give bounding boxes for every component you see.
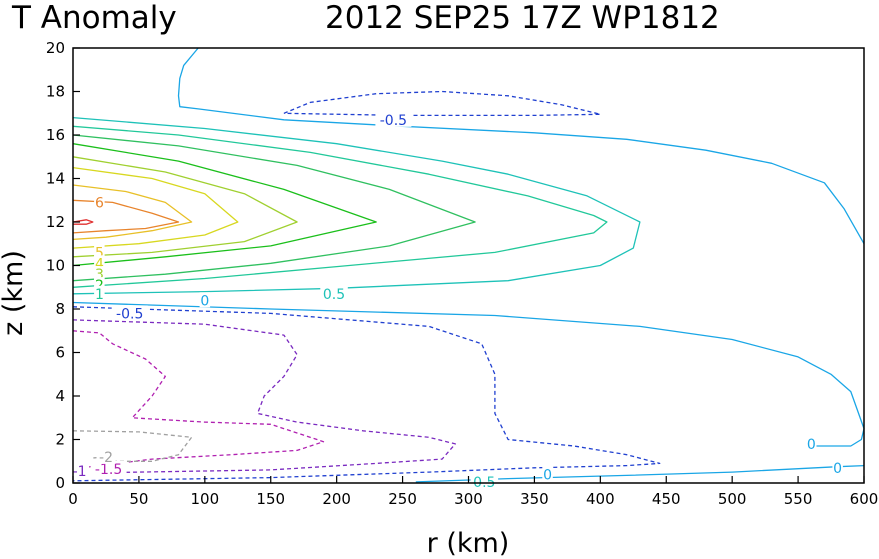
x-axis-label: r (km): [427, 528, 510, 559]
contour-1: [72, 125, 608, 288]
x-tick-label: 50: [129, 490, 148, 508]
contour-0-lower: [72, 301, 865, 447]
x-axis-ticks: 0 50 100 150 200 250 300 350 400 450 500 550 600: [68, 476, 878, 508]
x-tick-label: 350: [520, 490, 549, 508]
chart-title-left: T Anomaly: [11, 0, 177, 36]
plot-frame: [72, 47, 865, 484]
contour-5: [72, 184, 193, 241]
label-neg0.5-left: -0.5: [116, 306, 143, 322]
label-3-bg: [94, 266, 105, 282]
x-tick-label: 200: [322, 490, 351, 508]
label-0.5-mid: 0.5: [323, 287, 345, 303]
label-6-bg: [94, 194, 105, 210]
label-5: 5: [95, 245, 104, 261]
label-0.5-bottom-bg: [470, 473, 499, 489]
y-tick-label: 10: [46, 257, 65, 275]
x-tick-label: 250: [388, 490, 417, 508]
x-tick-label: 150: [256, 490, 285, 508]
contour-3: [72, 156, 298, 258]
label-neg0.5-top-bg: [375, 111, 412, 127]
label-4: 4: [95, 256, 104, 272]
x-tick-label: 600: [850, 490, 879, 508]
y-tick-label: 8: [55, 300, 65, 318]
label-neg1-left: -1: [73, 464, 87, 480]
x-tick-label: 450: [652, 490, 681, 508]
contour-neg0.5-lower: [72, 306, 661, 482]
label-1-bg: [94, 285, 105, 301]
label-1: 1: [95, 287, 104, 303]
label-0.5-mid-bg: [320, 285, 348, 301]
label-0-bottom-right: 0: [833, 461, 842, 477]
label-neg1.5-left-bg: [90, 460, 127, 476]
y-tick-label: 14: [46, 170, 65, 188]
y-tick-label: 2: [55, 431, 65, 449]
contour-1.5: [72, 134, 476, 282]
y-axis-ticks: 0 2 4 6 8 10 12 14 16 18 20: [46, 39, 80, 492]
label-neg0.5-left-bg: [111, 305, 148, 321]
label-0-bottom-bg: [542, 466, 553, 482]
label-neg1-left-bg: [70, 463, 90, 478]
contour-4: [72, 166, 239, 249]
y-tick-label: 20: [46, 39, 65, 57]
contour-neg0.5-upper: [283, 90, 601, 117]
x-tick-label: 550: [784, 490, 813, 508]
x-tick-label: 300: [454, 490, 483, 508]
label-neg0.5-top: -0.5: [380, 113, 407, 129]
contour-neg1: [72, 319, 456, 474]
label-0-bottom-right-bg: [832, 459, 843, 475]
x-tick-label: 0: [68, 490, 78, 508]
x-tick-label: 400: [586, 490, 615, 508]
label-neg1.5-left: -1.5: [95, 462, 122, 478]
contour-neg1.5: [72, 330, 325, 470]
y-tick-label: 4: [55, 387, 65, 405]
contour-0-upper: [177, 47, 865, 245]
y-tick-label: 12: [46, 213, 65, 231]
label-0-left: 0: [200, 293, 209, 309]
label-0-bottom: 0: [543, 467, 552, 483]
contour-group: [72, 47, 865, 483]
chart-title-right: 2012 SEP25 17Z WP1812: [325, 0, 720, 36]
label-neg2-left-bg: [96, 448, 116, 464]
x-tick-label: 100: [191, 490, 220, 508]
label-0-right-bg: [806, 435, 817, 451]
label-0-right: 0: [807, 437, 816, 453]
label-3: 3: [95, 267, 104, 283]
label-5-bg: [94, 244, 105, 260]
label-2-bg: [94, 277, 105, 293]
contour-7: [72, 219, 94, 225]
y-axis-label: z (km): [0, 250, 29, 336]
label-neg2-left: -2: [99, 450, 113, 466]
y-tick-label: 18: [46, 83, 65, 101]
y-tick-label: 0: [55, 474, 65, 492]
x-tick-label: 500: [718, 490, 747, 508]
label-6: 6: [95, 195, 104, 211]
y-tick-label: 16: [46, 126, 65, 144]
contour-2: [72, 143, 377, 267]
contour-neg2: [72, 430, 193, 462]
label-0-left-bg: [199, 292, 211, 308]
contour-6: [72, 199, 180, 234]
label-4-bg: [94, 255, 105, 271]
y-tick-label: 6: [55, 344, 65, 362]
